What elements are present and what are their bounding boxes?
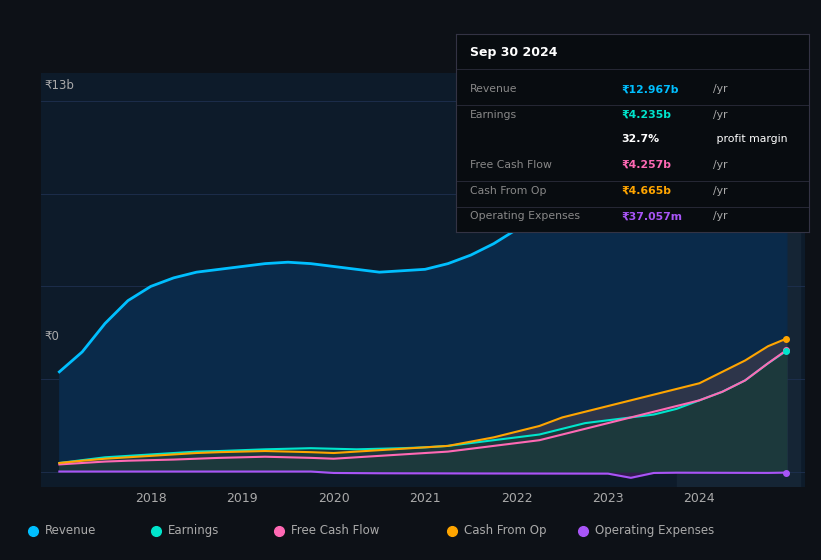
Text: /yr: /yr [713, 186, 728, 195]
Text: /yr: /yr [713, 160, 728, 170]
Text: ₹0: ₹0 [45, 330, 60, 343]
Text: Operating Expenses: Operating Expenses [470, 212, 580, 222]
Text: Cash From Op: Cash From Op [470, 186, 546, 195]
Text: ₹37.057m: ₹37.057m [621, 212, 682, 222]
Text: Cash From Op: Cash From Op [464, 524, 546, 538]
Text: 32.7%: 32.7% [621, 134, 660, 144]
Text: /yr: /yr [713, 84, 728, 94]
Text: /yr: /yr [713, 110, 728, 120]
Text: Free Cash Flow: Free Cash Flow [470, 160, 552, 170]
Text: Earnings: Earnings [168, 524, 220, 538]
Text: ₹13b: ₹13b [45, 79, 75, 92]
Text: Earnings: Earnings [470, 110, 517, 120]
Bar [677, 73, 800, 487]
Text: Free Cash Flow: Free Cash Flow [291, 524, 380, 538]
Text: ₹4.665b: ₹4.665b [621, 186, 672, 195]
Text: ₹12.967b: ₹12.967b [621, 84, 679, 94]
Text: ₹4.257b: ₹4.257b [621, 160, 672, 170]
Text: profit margin: profit margin [713, 134, 788, 144]
Text: Revenue: Revenue [45, 524, 97, 538]
Text: Revenue: Revenue [470, 84, 517, 94]
Text: /yr: /yr [713, 212, 728, 222]
Text: ₹4.235b: ₹4.235b [621, 110, 672, 120]
Text: Operating Expenses: Operating Expenses [595, 524, 714, 538]
Text: Sep 30 2024: Sep 30 2024 [470, 45, 557, 59]
